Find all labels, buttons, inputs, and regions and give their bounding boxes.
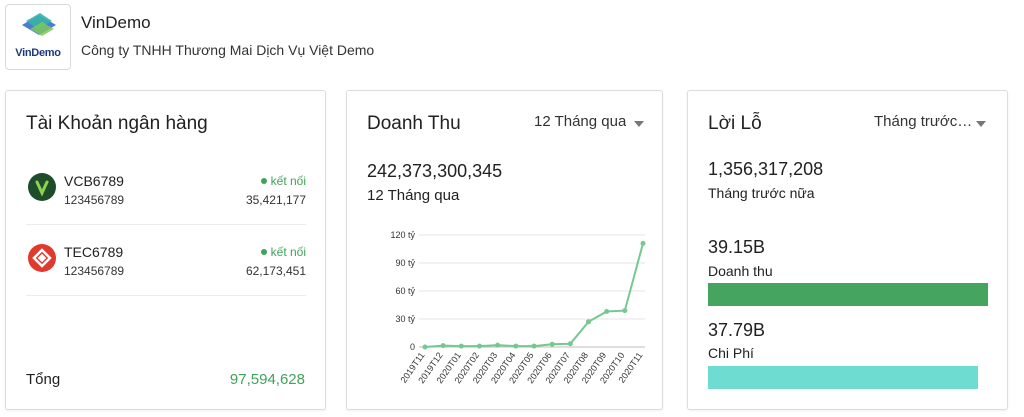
profit-loss-period-select[interactable]: Tháng trước nữa (874, 113, 986, 135)
expense-bar-fill (708, 366, 979, 389)
data-point[interactable] (477, 343, 482, 349)
data-point[interactable] (513, 343, 519, 349)
revenue-period-select-label: 12 Tháng qua (534, 113, 627, 130)
profit-loss-period-label: Tháng trước nữa (708, 185, 815, 201)
company-full-name: Công ty TNHH Thương Mai Dịch Vụ Việt Dem… (81, 42, 375, 58)
expense-bar (708, 366, 988, 389)
expense-amount: 37.79B (708, 320, 766, 340)
data-point[interactable] (422, 344, 428, 350)
data-point[interactable] (567, 341, 573, 347)
account-number: 123456789 (64, 264, 125, 278)
total-label: Tổng (26, 371, 61, 388)
profit-loss-card: Lời Lỗ Tháng trước nữa 1,356,317,208 Thá… (687, 90, 1008, 410)
connection-status: kết nối (260, 245, 306, 259)
bank-account-row[interactable]: VCB6789 123456789 kết nối 35,421,177 (26, 161, 306, 225)
data-point[interactable] (531, 343, 537, 349)
revenue-total: 242,373,300,345 (367, 161, 503, 181)
y-tick-label: 60 tỷ (395, 286, 415, 296)
logo-text: VinDemo (15, 47, 61, 59)
data-point[interactable] (440, 343, 446, 349)
y-tick-label: 30 tỷ (395, 314, 415, 324)
account-name: VCB6789 (64, 173, 124, 189)
total-value: 97,594,628 (229, 371, 305, 388)
bank-accounts-card: Tài Khoản ngân hàng VCB6789 123456789 kế… (5, 90, 326, 410)
revenue-bar-label: Doanh thu (708, 263, 773, 279)
data-point[interactable] (458, 343, 464, 349)
revenue-title: Doanh Thu (367, 113, 461, 134)
data-point[interactable] (586, 319, 591, 325)
revenue-period-label: 12 Tháng qua (367, 187, 460, 204)
y-tick-label: 120 tỷ (390, 230, 415, 240)
account-name: TEC6789 (64, 244, 124, 260)
revenue-period-select[interactable]: 12 Tháng qua (534, 113, 644, 135)
profit-loss-period-select-label: Tháng trước nữa (874, 113, 974, 130)
bank-account-row[interactable]: TEC6789 123456789 kết nối 62,173,451 (26, 232, 306, 296)
company-logo[interactable]: VinDemo (5, 4, 71, 70)
revenue-card: Doanh Thu 12 Tháng qua 242,373,300,345 1… (346, 90, 663, 410)
data-point[interactable] (549, 341, 555, 347)
y-tick-label: 0 (410, 342, 415, 352)
status-dot-icon (260, 249, 267, 255)
company-name: VinDemo (81, 13, 151, 32)
vietcombank-icon (28, 173, 56, 201)
account-balance: 62,173,451 (245, 264, 306, 278)
connection-status: kết nối (260, 174, 306, 188)
bank-accounts-title: Tài Khoản ngân hàng (26, 113, 208, 134)
techcombank-icon (28, 244, 56, 272)
status-dot-icon (260, 178, 267, 184)
account-balance: 35,421,177 (245, 193, 306, 207)
data-point[interactable] (604, 309, 610, 315)
logo-mark-icon (22, 13, 56, 36)
profit-loss-title: Lời Lỗ (708, 113, 762, 134)
revenue-bar (708, 283, 988, 306)
y-tick-label: 90 tỷ (395, 258, 415, 268)
expense-bar-label: Chi Phí (708, 345, 754, 361)
revenue-amount: 39.15B (708, 237, 766, 257)
account-number: 123456789 (64, 193, 125, 207)
chevron-down-icon (976, 121, 986, 127)
net-profit-value: 1,356,317,208 (708, 159, 824, 179)
revenue-bar-fill (708, 283, 988, 306)
data-point[interactable] (640, 240, 646, 246)
data-point[interactable] (622, 308, 628, 314)
chevron-down-icon (634, 121, 644, 127)
data-point[interactable] (495, 342, 501, 348)
series-line (424, 243, 644, 348)
